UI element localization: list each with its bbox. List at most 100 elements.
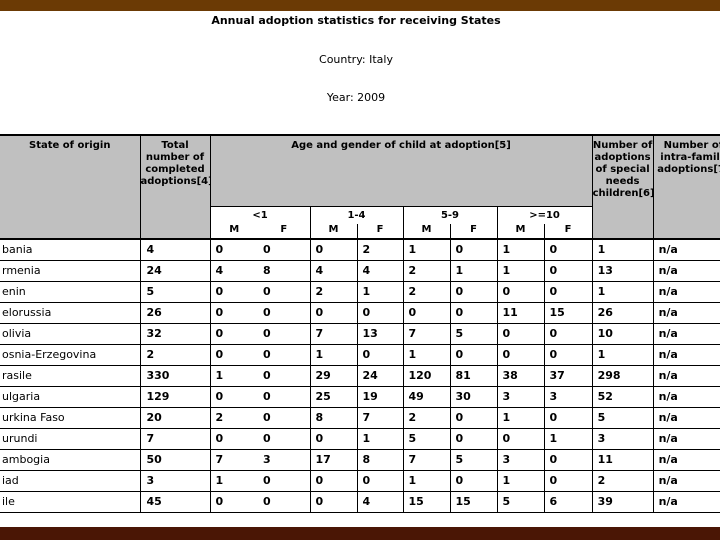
age-m-10-plus-cell: 38 bbox=[496, 364, 544, 386]
special-needs-cell: 1 bbox=[591, 343, 654, 365]
state-cell: rasile bbox=[0, 364, 140, 386]
table-row: ile 45 0 0 0 4 15 15 5 6 39 n/a bbox=[0, 490, 720, 513]
adoption-statistics-table: State of origin Total number of complete… bbox=[0, 134, 720, 513]
age-m-under-1-cell: 4 bbox=[209, 259, 258, 281]
age-m-1-4-cell: 0 bbox=[309, 469, 357, 491]
special-needs-cell: 5 bbox=[591, 406, 654, 428]
state-cell: rmenia bbox=[0, 259, 140, 281]
age-f-1-4-cell: 1 bbox=[356, 427, 403, 449]
age-m-1-4-cell: 0 bbox=[309, 301, 357, 323]
age-m-10-plus-cell: 11 bbox=[496, 301, 544, 323]
age-m-5-9-cell: 2 bbox=[402, 259, 450, 281]
age-m-10-plus-cell: 1 bbox=[496, 259, 544, 281]
age-f-1-4-cell: 24 bbox=[356, 364, 403, 386]
age-m-5-9-cell: 1 bbox=[402, 238, 450, 260]
age-m-1-4-cell: 25 bbox=[309, 385, 357, 407]
total-cell: 129 bbox=[139, 385, 210, 407]
age-f-1-4-cell: 19 bbox=[356, 385, 403, 407]
special-needs-cell: 26 bbox=[591, 301, 654, 323]
header-age-5-9: 5-9 bbox=[402, 205, 497, 224]
age-f-5-9-cell: 1 bbox=[449, 259, 497, 281]
age-m-under-1-cell: 0 bbox=[209, 280, 258, 302]
age-m-1-4-cell: 0 bbox=[309, 238, 357, 260]
age-m-5-9-cell: 2 bbox=[402, 280, 450, 302]
header-total-adoptions: Total number of completed adoptions[4] bbox=[139, 134, 210, 240]
special-needs-cell: 2 bbox=[591, 469, 654, 491]
age-f-10-plus-cell: 37 bbox=[543, 364, 593, 386]
age-f-10-plus-cell: 0 bbox=[543, 448, 593, 470]
age-f-5-9-cell: 0 bbox=[449, 301, 497, 323]
year-label: Year: 2009 bbox=[326, 91, 386, 104]
intra-family-cell: n/a bbox=[652, 364, 720, 386]
age-f-10-plus-cell: 0 bbox=[543, 259, 593, 281]
header-state-of-origin: State of origin bbox=[0, 134, 140, 240]
age-f-under-1-cell: 0 bbox=[258, 238, 310, 260]
table-row: urundi 7 0 0 0 1 5 0 0 1 3 n/a bbox=[0, 427, 720, 449]
total-cell: 26 bbox=[139, 301, 210, 323]
age-f-under-1-cell: 0 bbox=[258, 406, 310, 428]
table-row: olivia 32 0 0 7 13 7 5 0 0 10 n/a bbox=[0, 322, 720, 344]
total-cell: 2 bbox=[139, 343, 210, 365]
state-cell: enin bbox=[0, 280, 140, 302]
age-m-5-9-cell: 0 bbox=[402, 301, 450, 323]
age-m-10-plus-cell: 0 bbox=[496, 427, 544, 449]
table-row: osnia-Erzegovina 2 0 0 1 0 1 0 0 0 1 n/a bbox=[0, 343, 720, 365]
state-cell: olivia bbox=[0, 322, 140, 344]
age-m-10-plus-cell: 1 bbox=[496, 238, 544, 260]
state-cell: ulgaria bbox=[0, 385, 140, 407]
age-f-10-plus-cell: 0 bbox=[543, 280, 593, 302]
total-cell: 50 bbox=[139, 448, 210, 470]
state-cell: ile bbox=[0, 490, 140, 513]
age-m-under-1-cell: 0 bbox=[209, 238, 258, 260]
special-needs-cell: 298 bbox=[591, 364, 654, 386]
age-m-1-4-cell: 4 bbox=[309, 259, 357, 281]
age-m-10-plus-cell: 0 bbox=[496, 343, 544, 365]
age-m-10-plus-cell: 1 bbox=[496, 469, 544, 491]
age-f-10-plus-cell: 1 bbox=[543, 427, 593, 449]
intra-family-cell: n/a bbox=[652, 280, 720, 302]
age-f-under-1-cell: 3 bbox=[258, 448, 310, 470]
age-m-1-4-cell: 2 bbox=[309, 280, 357, 302]
age-f-10-plus-cell: 0 bbox=[543, 469, 593, 491]
state-cell: urkina Faso bbox=[0, 406, 140, 428]
table-row: elorussia 26 0 0 0 0 0 0 11 15 26 n/a bbox=[0, 301, 720, 323]
intra-family-cell: n/a bbox=[652, 343, 720, 365]
total-cell: 7 bbox=[139, 427, 210, 449]
age-f-5-9-cell: 15 bbox=[449, 490, 497, 513]
age-m-under-1-cell: 0 bbox=[209, 343, 258, 365]
intra-family-cell: n/a bbox=[652, 385, 720, 407]
special-needs-cell: 52 bbox=[591, 385, 654, 407]
header-m-10-plus: M bbox=[496, 224, 544, 240]
age-f-10-plus-cell: 0 bbox=[543, 343, 593, 365]
age-m-10-plus-cell: 3 bbox=[496, 385, 544, 407]
age-f-under-1-cell: 0 bbox=[258, 490, 310, 513]
special-needs-cell: 1 bbox=[591, 280, 654, 302]
total-cell: 3 bbox=[139, 469, 210, 491]
age-f-5-9-cell: 30 bbox=[449, 385, 497, 407]
age-f-10-plus-cell: 0 bbox=[543, 238, 593, 260]
total-cell: 5 bbox=[139, 280, 210, 302]
age-f-under-1-cell: 0 bbox=[258, 364, 310, 386]
age-f-5-9-cell: 0 bbox=[449, 469, 497, 491]
age-m-10-plus-cell: 1 bbox=[496, 406, 544, 428]
age-m-5-9-cell: 1 bbox=[402, 469, 450, 491]
age-f-1-4-cell: 0 bbox=[356, 343, 403, 365]
header-age-gender: Age and gender of child at adoption[5] bbox=[209, 134, 593, 206]
age-m-10-plus-cell: 5 bbox=[496, 490, 544, 513]
age-f-10-plus-cell: 0 bbox=[543, 406, 593, 428]
special-needs-cell: 10 bbox=[591, 322, 654, 344]
age-f-1-4-cell: 2 bbox=[356, 238, 403, 260]
age-m-under-1-cell: 7 bbox=[209, 448, 258, 470]
age-f-5-9-cell: 0 bbox=[449, 427, 497, 449]
age-m-10-plus-cell: 0 bbox=[496, 322, 544, 344]
table-row: rmenia 24 4 8 4 4 2 1 1 0 13 n/a bbox=[0, 259, 720, 281]
intra-family-cell: n/a bbox=[652, 427, 720, 449]
age-m-1-4-cell: 17 bbox=[309, 448, 357, 470]
table-row: enin 5 0 0 2 1 2 0 0 0 1 n/a bbox=[0, 280, 720, 302]
age-m-under-1-cell: 1 bbox=[209, 364, 258, 386]
special-needs-cell: 11 bbox=[591, 448, 654, 470]
age-m-5-9-cell: 15 bbox=[402, 490, 450, 513]
special-needs-cell: 39 bbox=[591, 490, 654, 513]
age-m-1-4-cell: 7 bbox=[309, 322, 357, 344]
age-f-under-1-cell: 0 bbox=[258, 385, 310, 407]
